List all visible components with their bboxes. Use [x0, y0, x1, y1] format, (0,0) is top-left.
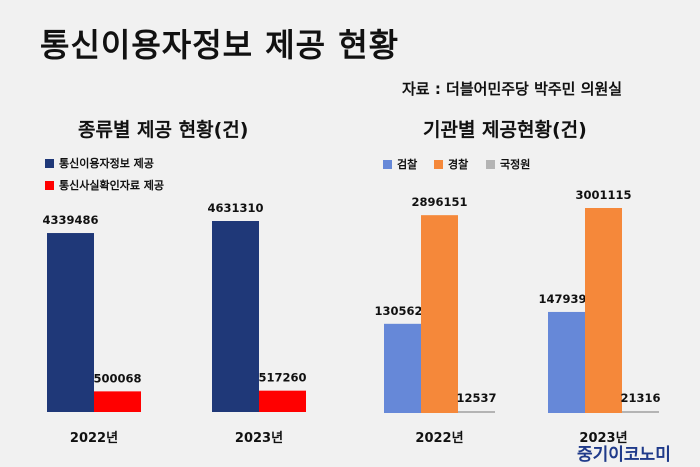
legend-item-user-info: 통신이용자정보 제공 [45, 155, 154, 171]
left-chart-title: 종류별 제공 현황(건) [78, 119, 249, 141]
legend-item-fact-data: 통신사실확인자료 제공 [45, 177, 164, 193]
data-label: 3001115 [575, 188, 631, 202]
bar [585, 208, 622, 413]
bar [47, 233, 94, 412]
bar [458, 411, 495, 413]
legend-swatch-navy [45, 158, 54, 168]
legend-label: 통신이용자정보 제공 [59, 157, 154, 170]
legend-swatch-orange [434, 159, 443, 169]
category-label: 2023년 [235, 431, 283, 446]
legend-swatch-blue [383, 159, 392, 169]
data-label: 21316 [620, 391, 660, 405]
bar [622, 411, 659, 413]
bar [421, 215, 458, 413]
bar [384, 323, 421, 413]
data-label: 517260 [258, 371, 306, 385]
category-label: 2022년 [415, 431, 463, 446]
bar [548, 311, 585, 413]
legend-swatch-gray [486, 159, 495, 169]
data-label: 500068 [93, 371, 141, 385]
data-label: 2896151 [411, 195, 467, 209]
source-note: 자료 : 더블어민주당 박주민 의원실 [402, 80, 623, 98]
page-title: 통신이용자정보 제공 현황 [40, 26, 400, 64]
data-label: 1479392 [538, 292, 594, 306]
data-label: 1305620 [374, 304, 430, 318]
category-label: 2023년 [579, 431, 627, 446]
right-chart-title: 기관별 제공현황(건) [423, 119, 587, 141]
legend-label: 통신사실확인자료 제공 [59, 179, 165, 192]
bar [94, 391, 141, 412]
brand-logo-text: 중기이코노미 [577, 445, 671, 465]
legend-label: 경찰 [448, 158, 469, 171]
bar [212, 221, 259, 412]
category-label: 2022년 [70, 431, 118, 446]
legend-item-prosecution: 검찰 [383, 156, 417, 172]
bar [259, 390, 306, 412]
data-label: 4339486 [42, 213, 98, 227]
legend-label: 국정원 [500, 158, 531, 171]
legend-label: 검찰 [397, 158, 418, 171]
legend-swatch-red [45, 180, 54, 190]
legend-item-police: 경찰 [434, 156, 468, 172]
legend-item-nis: 국정원 [486, 156, 530, 172]
data-label: 12537 [456, 391, 496, 405]
data-label: 4631310 [207, 201, 263, 215]
